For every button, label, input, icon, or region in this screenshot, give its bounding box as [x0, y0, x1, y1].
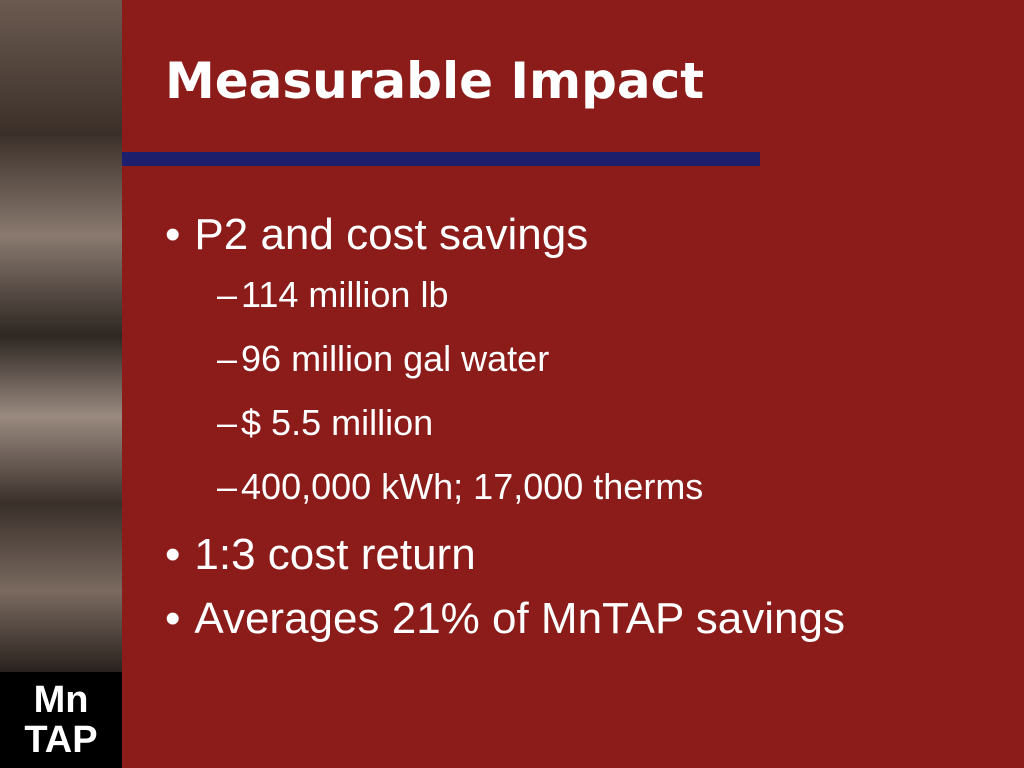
logo-line: Mn — [33, 679, 89, 721]
sub-bullet: 96 million gal water — [217, 338, 845, 380]
logo-line: TAP — [24, 719, 98, 761]
bullet: Averages 21% of MnTAP savings — [165, 594, 845, 644]
sub-bullet: 114 million lb — [217, 274, 845, 316]
title: Measurable Impact — [165, 52, 705, 110]
title-rule — [122, 152, 760, 166]
bullet: 1:3 cost return — [165, 530, 845, 580]
sub-bullet: 400,000 kWh; 17,000 therms — [217, 466, 845, 508]
bullet: P2 and cost savings — [165, 210, 845, 260]
logo: Mn TAP — [0, 672, 122, 768]
sub-bullet: $ 5.5 million — [217, 402, 845, 444]
bullet-list: P2 and cost savings 114 million lb 96 mill… — [165, 210, 845, 658]
photo-strip — [0, 0, 122, 672]
